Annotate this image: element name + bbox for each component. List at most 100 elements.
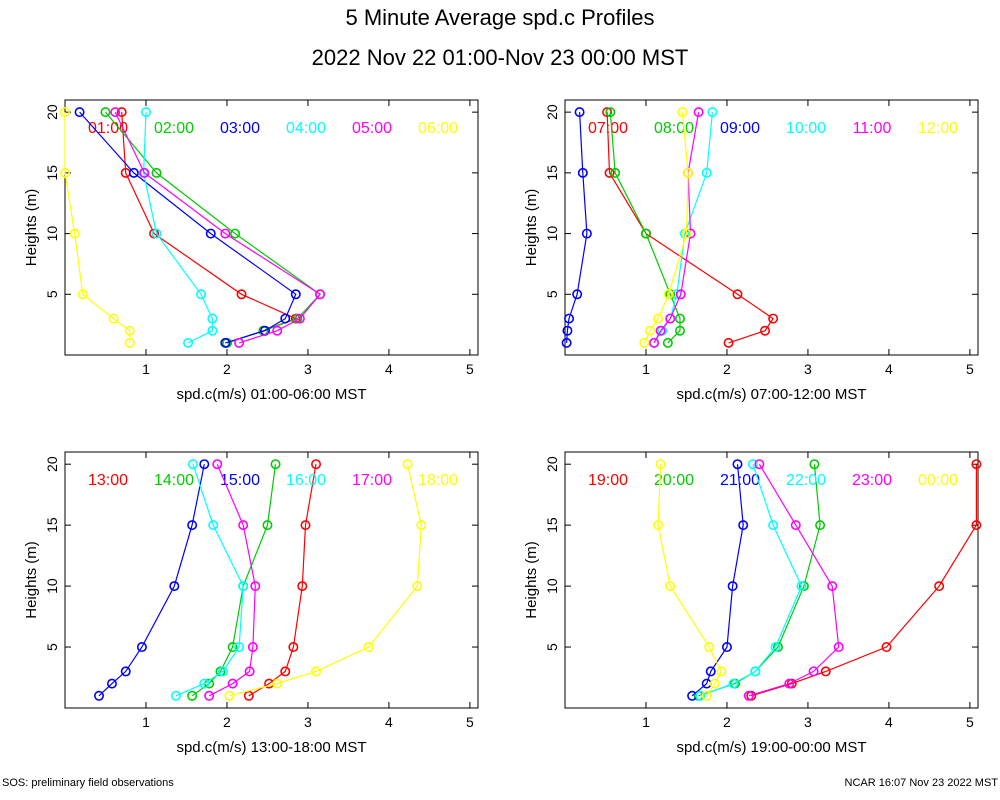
legend-entry: 12:00 — [918, 120, 958, 137]
series-1700 — [204, 459, 261, 701]
y-tick-label: 10 — [44, 226, 60, 242]
data-point — [315, 289, 326, 300]
data-point — [247, 642, 258, 653]
data-point — [187, 690, 198, 701]
data-point — [250, 581, 261, 592]
data-point — [227, 642, 238, 653]
x-tick-label: 2 — [723, 361, 731, 377]
x-tick-label: 5 — [466, 361, 474, 377]
x-tick-label: 5 — [466, 714, 474, 730]
legend-entry: 06:00 — [418, 120, 458, 137]
chart-panel-2: 1 2 3 4 5 5 10 15 20 spd.c(m/s) 07:00-12:00 MST He… — [523, 99, 979, 403]
data-point — [709, 678, 720, 689]
y-axis-label: Heights (m) — [23, 189, 40, 267]
series-line — [751, 464, 978, 697]
data-point — [574, 107, 585, 118]
data-point — [653, 313, 664, 324]
data-point — [187, 459, 198, 470]
chart-panel-4: 1 2 3 4 5 5 10 15 20 spd.c(m/s) 19:00-00:00 MST He… — [523, 451, 982, 756]
y-axis-label: Heights (m) — [523, 189, 540, 267]
data-point — [243, 690, 254, 701]
series-0500 — [110, 107, 326, 348]
series-0800 — [605, 107, 685, 348]
data-point — [183, 337, 194, 348]
data-point — [77, 289, 88, 300]
legend-entry: 07:00 — [588, 120, 628, 137]
plot-frame — [564, 99, 979, 356]
data-point — [169, 581, 180, 592]
x-axis-label: spd.c(m/s) 07:00-12:00 MST — [676, 386, 866, 403]
series-2300 — [743, 459, 844, 701]
y-tick-label: 15 — [544, 517, 560, 533]
data-point — [732, 289, 743, 300]
data-point — [747, 459, 758, 470]
data-point — [604, 167, 615, 178]
series-line — [609, 112, 681, 344]
data-point — [655, 325, 666, 336]
series-line — [606, 112, 774, 344]
x-tick-label: 3 — [804, 361, 812, 377]
x-tick-label: 4 — [885, 714, 893, 730]
legend-entry: 20:00 — [654, 472, 694, 489]
x-tick-label: 3 — [304, 714, 312, 730]
series-line — [248, 464, 317, 697]
series-0300 — [74, 107, 301, 348]
data-point — [665, 581, 676, 592]
y-tick-label: 10 — [544, 578, 560, 594]
series-line — [175, 464, 244, 697]
data-point — [681, 228, 692, 239]
legend-entry: 16:00 — [286, 472, 326, 489]
x-tick-label: 5 — [966, 714, 974, 730]
data-point — [311, 459, 322, 470]
data-point — [280, 666, 291, 677]
data-point — [653, 520, 664, 531]
data-point — [124, 325, 135, 336]
legend-entry: 09:00 — [720, 120, 760, 137]
data-point — [665, 313, 676, 324]
data-point — [750, 666, 761, 677]
data-point — [971, 459, 982, 470]
data-point — [701, 167, 712, 178]
series-1100 — [649, 107, 704, 348]
data-point — [151, 228, 162, 239]
data-point — [743, 690, 754, 701]
y-tick-label: 20 — [44, 456, 60, 472]
footer-left-note: SOS: preliminary field observations — [2, 777, 174, 789]
data-point — [300, 520, 311, 531]
data-point — [220, 337, 231, 348]
series-line — [121, 112, 298, 344]
data-point — [136, 642, 147, 653]
series-1300 — [243, 459, 322, 701]
y-tick-label: 20 — [544, 456, 560, 472]
y-axis-label: Heights (m) — [523, 541, 540, 619]
data-point — [217, 666, 228, 677]
x-tick-label: 1 — [142, 361, 150, 377]
data-point — [311, 666, 322, 677]
y-tick-label: 10 — [544, 226, 560, 242]
data-point — [971, 520, 982, 531]
data-point — [934, 581, 945, 592]
data-point — [649, 337, 660, 348]
chart-panel-3: 1 2 3 4 5 5 10 15 20 spd.c(m/s) 13:00-18:00 MST He… — [23, 451, 479, 756]
data-point — [645, 325, 656, 336]
data-point — [74, 107, 85, 118]
data-point — [199, 678, 210, 689]
series-line — [699, 464, 803, 697]
data-point — [416, 520, 427, 531]
series-0600 — [59, 107, 135, 348]
data-point — [701, 690, 712, 701]
legend-entry: 13:00 — [88, 472, 128, 489]
legend-entry: 14:00 — [154, 472, 194, 489]
series-1800 — [224, 459, 427, 701]
x-tick-label: 4 — [385, 361, 393, 377]
data-point — [808, 666, 819, 677]
data-point — [224, 690, 235, 701]
data-point — [124, 337, 135, 348]
data-point — [120, 666, 131, 677]
series-2100 — [687, 459, 749, 701]
data-point — [605, 107, 616, 118]
legend-entry: 08:00 — [654, 120, 694, 137]
data-point — [139, 167, 150, 178]
data-point — [128, 167, 139, 178]
data-point — [59, 167, 70, 178]
